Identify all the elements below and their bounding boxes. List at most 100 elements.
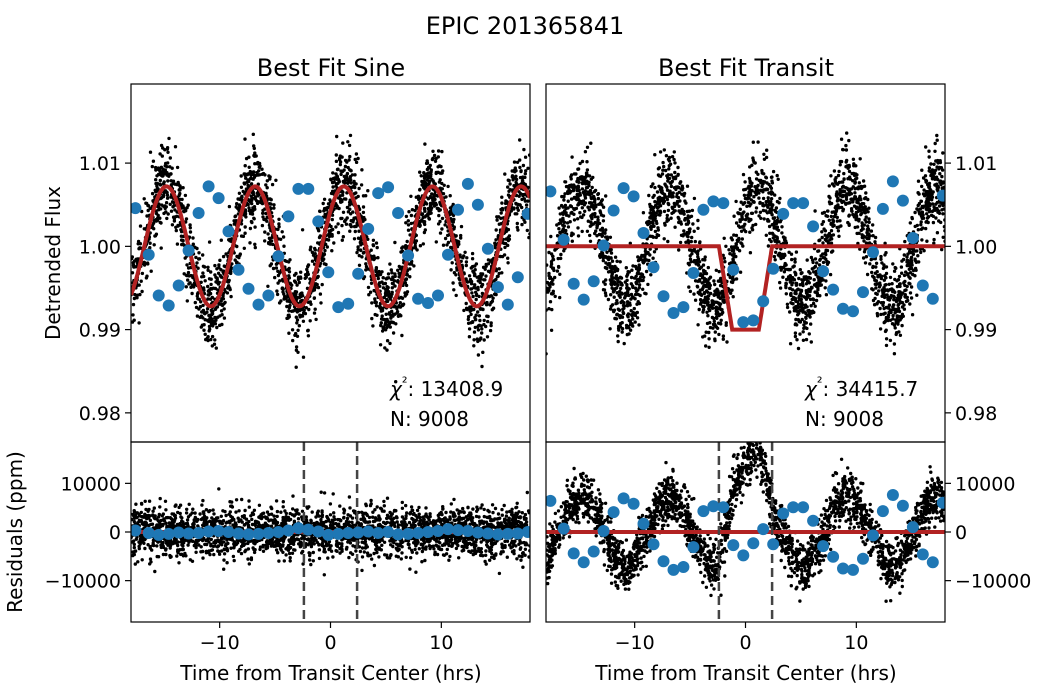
transit_flux-binned-point-34 [886,175,899,188]
sine_flux-binned-point-31 [442,248,454,261]
transit_flux-binned-point-19 [737,316,750,329]
transit_resid-binned-point-31 [857,552,869,565]
transit_flux-binned-point-23 [777,207,790,220]
sine-flux-panel: 0.98 0.99 1.00 1.01 [79,83,531,443]
sine_resid-xtick-label-1: 0 [324,632,336,654]
transit_flux-binned-point-38 [926,292,939,305]
transit_flux-binned-point-14 [687,267,700,279]
sine_resid-binned-point-17 [302,523,315,536]
sine_flux-binned-point-7 [202,180,215,193]
transit_flux-binned-point-16 [707,195,720,208]
sine_resid-ytick-label-0: −10000 [45,571,121,593]
sine_resid-binned-point-22 [352,526,365,539]
sine_resid-binned-point-18 [312,525,325,538]
sine_flux-binned-point-2 [152,289,165,302]
transit_flux-binned-point-12 [667,307,680,319]
sine_flux-plot-area [131,132,530,384]
transit_resid-binned-point-20 [747,537,760,550]
transit_flux-binned-point-27 [817,265,830,278]
transit_flux-ytick-label-1: 0.99 [955,320,997,342]
transit-panel-title: Best Fit Transit [658,54,834,82]
transit_resid-binned-point-26 [807,514,820,527]
sine-n-annotation: N: 9008 [390,407,469,431]
sine_flux-binned-point-8 [212,192,225,205]
transit_flux-binned-point-17 [717,197,730,210]
transit_flux-binned-point-22 [767,262,780,275]
sine_resid-binned-point-21 [342,527,355,539]
transit_flux-ytick-label-2: 1.00 [955,236,997,258]
sine-panel-title: Best Fit Sine [257,54,405,82]
transit_resid-binned-point-3 [577,556,590,569]
sine_flux-binned-point-39 [521,207,530,220]
sine-residuals-panel: −10000 0 10000 −10 0 10 [45,441,531,654]
sine_resid-binned-point-9 [222,526,235,538]
transit_flux-binned-point-20 [747,314,760,327]
transit_flux-binned-point-26 [807,220,820,233]
sine_flux-binned-point-13 [262,289,275,302]
sine_flux-binned-point-6 [192,207,205,219]
transit_flux-binned-point-15 [697,203,710,216]
sine_resid-binned-point-25 [382,526,395,538]
transit_flux-binned-point-31 [857,286,869,299]
transit_resid-binned-point-28 [827,550,840,563]
transit-chi2-value: : 34415.7 [822,377,918,401]
sine_flux-binned-point-12 [252,298,265,311]
sine_resid-binned-point-39 [521,526,530,538]
sine_flux-binned-point-17 [302,182,315,195]
transit_resid-binned-point-10 [647,538,660,551]
transit_resid-binned-point-24 [787,501,800,514]
sine_flux-binned-point-9 [222,225,235,238]
transit_resid-binned-point-34 [886,489,899,501]
transit_flux-binned-point-37 [916,279,929,292]
sine_flux-raw-points [131,132,530,384]
transit_resid-binned-point-1 [557,522,570,535]
transit_resid-binned-point-12 [667,563,680,576]
sine_flux-binned-point-11 [242,282,255,295]
transit_resid-binned-point-37 [916,548,929,561]
transit_flux-raw-points [546,131,945,356]
sine_flux-binned-point-30 [432,289,444,302]
transit-flux-panel: 0.98 0.99 1.00 1.01 [545,83,997,443]
sine_flux-binned-point-18 [312,215,325,228]
transit_flux-binned-point-9 [637,227,650,239]
transit_resid-binned-point-29 [837,562,849,575]
sine-chi2-symbol: χ² [389,375,407,401]
transit_resid-binned-point-39 [936,496,945,509]
sine_flux-binned-point-38 [511,271,524,284]
transit_flux-binned-point-28 [827,283,840,296]
transit-chi2-annotation: χ²: 34415.7 [804,375,918,401]
sine_resid-binned-point-4 [172,526,185,539]
transit_resid-ytick-label-1: 0 [955,522,967,544]
sine_flux-binned-point-14 [272,250,285,263]
transit_flux-binned-point-1 [557,233,570,246]
transit_flux-binned-point-25 [797,197,810,210]
sine_flux-binned-point-35 [481,242,494,255]
transit_flux-binned-point-4 [587,275,600,288]
transit_flux-binned-point-8 [627,190,640,203]
sine_resid-binned-point-36 [491,528,504,541]
flux-y-axis-label: Detrended Flux [41,186,65,340]
transit_flux-plot-area [546,131,945,356]
transit_flux-binned-point-6 [607,204,620,217]
sine_resid-binned-point-24 [372,527,385,539]
sine_flux-binned-point-28 [412,292,425,305]
transit_resid-plot-area [546,442,945,622]
sine_resid-xtick-label-0: −10 [200,632,240,654]
transit_flux-binned-point-33 [876,202,889,215]
transit_resid-binned-point-5 [597,525,610,537]
transit_resid-xtick-label-1: 0 [739,632,751,654]
sine_flux-binned-point-33 [461,177,474,190]
transit_resid-binned-point-38 [926,556,939,569]
sine_flux-binned-point-22 [352,267,365,280]
transit_resid-binned-point-8 [627,497,640,510]
sine_flux-binned-point-23 [362,222,375,235]
sine_flux-binned-point-16 [292,182,305,195]
transit_flux-binned-point-2 [567,277,580,290]
transit_resid-binned-point-0 [546,494,557,507]
sine_resid-binned-point-7 [202,525,215,538]
sine_flux-binned-point-27 [402,249,415,262]
sine_resid-binned-point-30 [432,525,444,537]
transit_resid-binned-point-14 [687,541,700,554]
sine_flux-binned-point-20 [332,301,345,314]
